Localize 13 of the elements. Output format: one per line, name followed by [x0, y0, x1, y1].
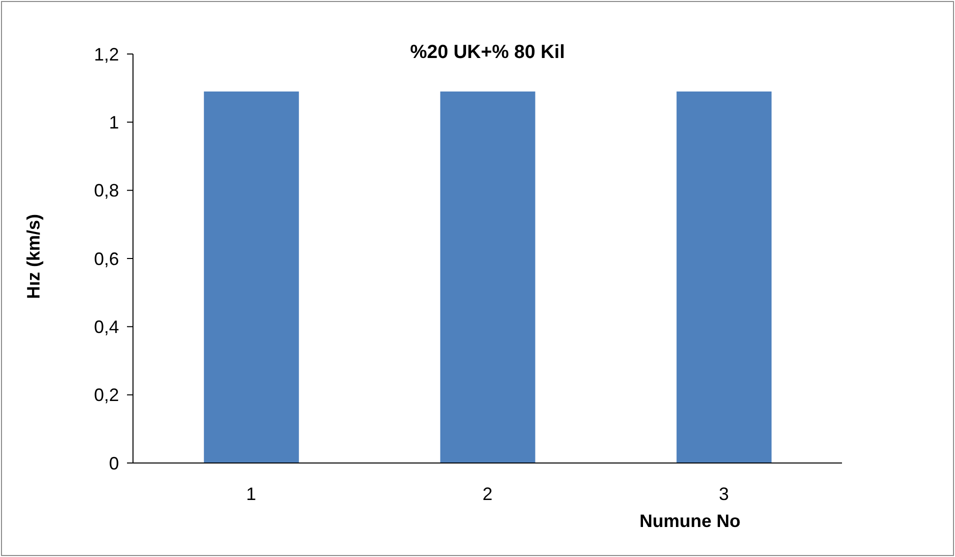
chart-title: %20 UK+% 80 Kil [409, 42, 566, 64]
y-tick-label: 0 [108, 453, 119, 474]
y-tick-label: 0,8 [94, 180, 119, 201]
y-tick-label: 0,4 [94, 317, 119, 338]
y-tick-label: 1 [108, 112, 119, 133]
x-tick-label: 1 [246, 484, 256, 504]
x-tick-label: 3 [718, 484, 729, 504]
x-tick-label: 2 [482, 484, 493, 504]
y-tick-label: 0,6 [94, 248, 119, 269]
y-axis-title: Hız (km/s) [24, 212, 44, 302]
x-axis-title: Numune No [638, 511, 742, 532]
y-tick-label: 0,2 [94, 385, 119, 406]
y-tick-label: 1,2 [94, 44, 119, 64]
